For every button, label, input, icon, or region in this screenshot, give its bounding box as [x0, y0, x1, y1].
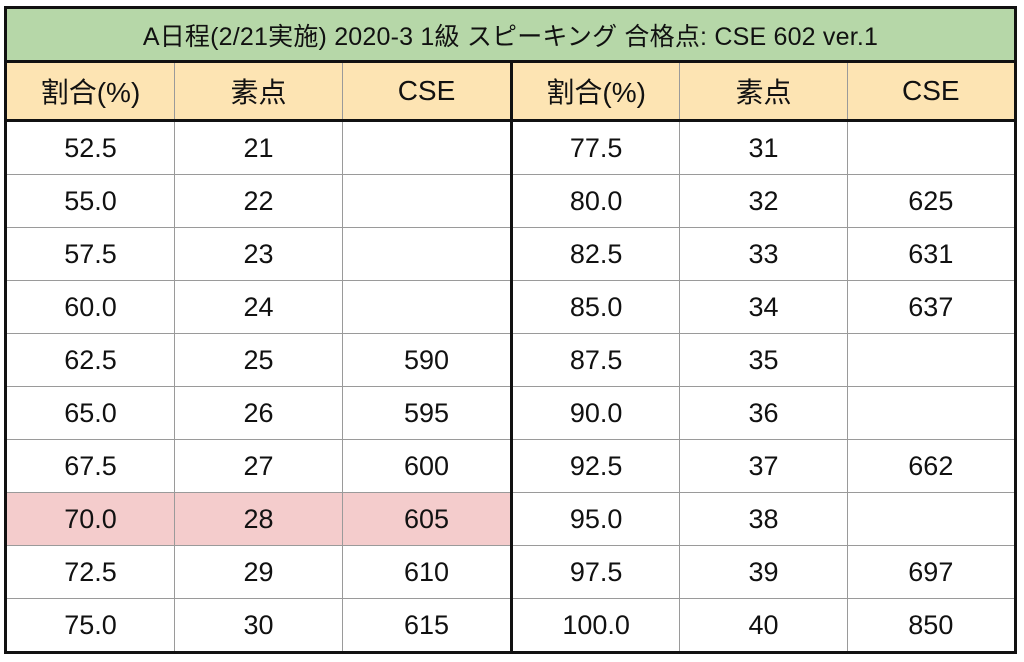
raw-score-cell: 29 — [175, 546, 343, 598]
raw-score-cell: 37 — [680, 440, 848, 492]
header-row: 割合(%) 素点 CSE — [513, 63, 1014, 122]
center-divider — [510, 63, 513, 651]
percentage-cell: 87.5 — [513, 334, 681, 386]
raw-score-cell: 25 — [175, 334, 343, 386]
table-row: 67.5 27 600 — [7, 440, 510, 493]
raw-score-cell: 30 — [175, 599, 343, 651]
raw-score-cell: 21 — [175, 122, 343, 174]
raw-score-cell: 33 — [680, 228, 848, 280]
cse-cell: 590 — [403, 344, 450, 375]
cse-cell: 662 — [908, 450, 954, 481]
raw-score-cell: 26 — [175, 387, 343, 439]
raw-score-cell: 27 — [175, 440, 343, 492]
header-cse: CSE — [902, 75, 960, 106]
raw-score-cell: 38 — [680, 493, 848, 545]
table-row: 87.5 35 — [513, 334, 1014, 387]
cse-cell — [848, 122, 1014, 174]
raw-score-cell: 24 — [175, 281, 343, 333]
right-table-half: 割合(%) 素点 CSE 77.5 31 80.0 32 625 82.5 33… — [513, 63, 1014, 651]
cse-cell — [343, 228, 510, 280]
percentage-cell: 95.0 — [513, 493, 681, 545]
raw-score-cell: 39 — [680, 546, 848, 598]
table-row: 97.5 39 697 — [513, 546, 1014, 599]
table-row: 62.5 25 590 — [7, 334, 510, 387]
raw-score-cell: 35 — [680, 334, 848, 386]
table-row: 82.5 33 631 — [513, 228, 1014, 281]
header-cse: CSE — [397, 75, 456, 106]
percentage-cell: 72.5 — [7, 546, 175, 598]
percentage-cell: 57.5 — [7, 228, 175, 280]
cse-cell: 605 — [403, 503, 450, 534]
table-row: 52.5 21 — [7, 122, 510, 175]
cse-cell — [848, 334, 1014, 386]
raw-score-cell: 31 — [680, 122, 848, 174]
cse-cell: 615 — [403, 609, 450, 640]
cse-cell: 600 — [403, 450, 450, 481]
cse-cell: 595 — [403, 397, 450, 428]
cse-cell: 631 — [908, 238, 954, 269]
cse-cell: 610 — [403, 556, 450, 587]
cse-cell — [848, 493, 1014, 545]
percentage-cell: 60.0 — [7, 281, 175, 333]
table-row-highlighted: 70.0 28 605 — [7, 493, 510, 546]
table-row: 80.0 32 625 — [513, 175, 1014, 228]
percentage-cell: 67.5 — [7, 440, 175, 492]
score-table: A日程(2/21実施) 2020-3 1級 スピーキング 合格点: CSE 60… — [4, 6, 1017, 654]
percentage-cell: 70.0 — [7, 493, 175, 545]
table-row: 100.0 40 850 — [513, 599, 1014, 651]
percentage-cell: 92.5 — [513, 440, 681, 492]
percentage-cell: 75.0 — [7, 599, 175, 651]
header-percentage: 割合(%) — [7, 63, 175, 119]
raw-score-cell: 23 — [175, 228, 343, 280]
table-row: 92.5 37 662 — [513, 440, 1014, 493]
cse-cell — [343, 281, 510, 333]
raw-score-cell: 36 — [680, 387, 848, 439]
percentage-cell: 65.0 — [7, 387, 175, 439]
percentage-cell: 52.5 — [7, 122, 175, 174]
header-percentage: 割合(%) — [513, 63, 681, 119]
table-row: 57.5 23 — [7, 228, 510, 281]
cse-cell: 850 — [908, 609, 954, 640]
percentage-cell: 55.0 — [7, 175, 175, 227]
percentage-cell: 97.5 — [513, 546, 681, 598]
cse-cell — [343, 122, 510, 174]
table-row: 77.5 31 — [513, 122, 1014, 175]
table-row: 60.0 24 — [7, 281, 510, 334]
cse-cell — [343, 175, 510, 227]
percentage-cell: 62.5 — [7, 334, 175, 386]
table-row: 90.0 36 — [513, 387, 1014, 440]
raw-score-cell: 40 — [680, 599, 848, 651]
cse-cell: 697 — [908, 556, 954, 587]
left-table-half: 割合(%) 素点 CSE 52.5 21 55.0 22 57.5 23 60.… — [7, 63, 510, 651]
percentage-cell: 80.0 — [513, 175, 681, 227]
header-raw-score: 素点 — [680, 63, 848, 119]
table-row: 65.0 26 595 — [7, 387, 510, 440]
table-row: 55.0 22 — [7, 175, 510, 228]
cse-cell — [848, 387, 1014, 439]
raw-score-cell: 32 — [680, 175, 848, 227]
raw-score-cell: 34 — [680, 281, 848, 333]
percentage-cell: 82.5 — [513, 228, 681, 280]
percentage-cell: 77.5 — [513, 122, 681, 174]
raw-score-cell: 28 — [175, 493, 343, 545]
table-title: A日程(2/21実施) 2020-3 1級 スピーキング 合格点: CSE 60… — [7, 9, 1014, 63]
percentage-cell: 100.0 — [513, 599, 681, 651]
percentage-cell: 85.0 — [513, 281, 681, 333]
header-row: 割合(%) 素点 CSE — [7, 63, 510, 122]
table-row: 75.0 30 615 — [7, 599, 510, 651]
table-row: 72.5 29 610 — [7, 546, 510, 599]
percentage-cell: 90.0 — [513, 387, 681, 439]
raw-score-cell: 22 — [175, 175, 343, 227]
table-row: 85.0 34 637 — [513, 281, 1014, 334]
header-raw-score: 素点 — [175, 63, 343, 119]
table-row: 95.0 38 — [513, 493, 1014, 546]
cse-cell: 625 — [908, 185, 954, 216]
cse-cell: 637 — [908, 291, 954, 322]
